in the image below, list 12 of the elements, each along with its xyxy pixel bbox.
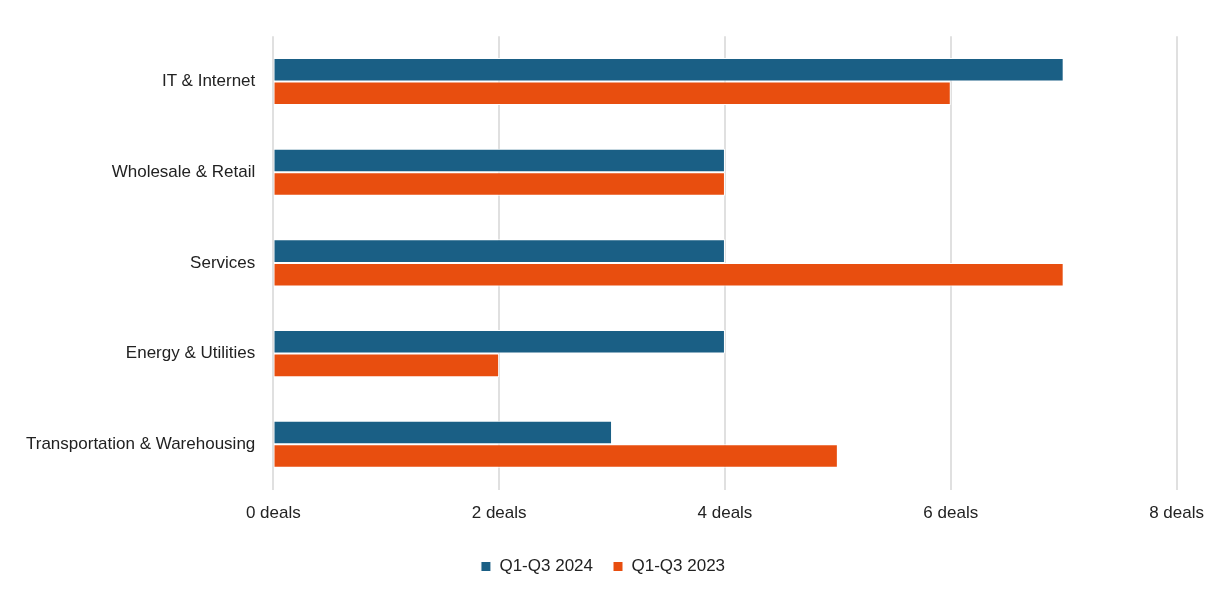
y-tick-label: Services	[190, 252, 256, 272]
y-tick-label: IT & Internet	[162, 71, 256, 91]
x-tick-label: 0 deals	[245, 503, 301, 523]
x-tick-label: 4 deals	[697, 503, 753, 523]
y-tick-label: Wholesale & Retail	[111, 161, 256, 181]
y-tick-label: Transportation & Warehousing	[25, 433, 256, 453]
x-tick-label: 2 deals	[471, 503, 527, 523]
x-tick-label: 6 deals	[923, 503, 979, 523]
y-tick-label: Energy & Utilities	[125, 343, 256, 363]
legend-label: Q1-Q3 2023	[631, 556, 726, 576]
legend-label: Q1-Q3 2024	[499, 556, 593, 576]
x-tick-label: 8 deals	[1149, 503, 1204, 523]
